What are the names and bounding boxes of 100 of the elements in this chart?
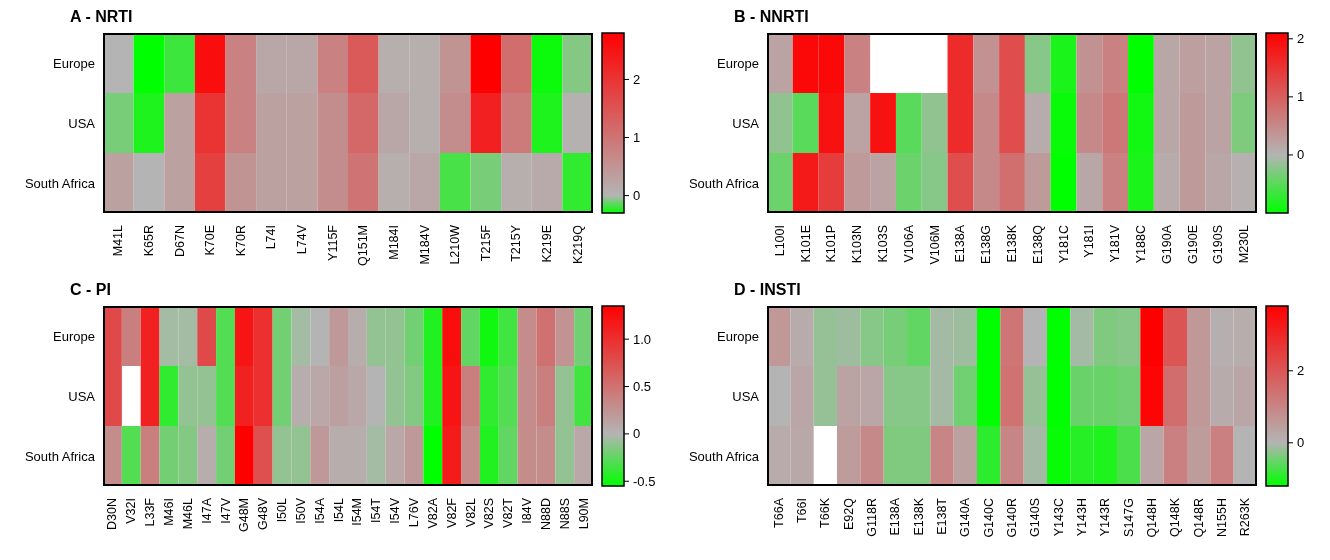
x-tick-label: I84V <box>520 497 535 524</box>
y-tick-label: Europe <box>717 328 759 344</box>
x-tick-label: L74V <box>295 224 310 255</box>
x-tick-label: Y143H <box>1075 498 1089 537</box>
color-bar-label: 0 <box>1297 435 1305 451</box>
x-tick-label: L90M <box>576 498 591 530</box>
color-bar-label: 2 <box>633 71 641 87</box>
x-tick-label: K101E <box>798 225 813 263</box>
x-tick-label: G140A <box>958 497 973 537</box>
y-tick-label: USA <box>68 115 96 131</box>
x-tick-label: Y143R <box>1098 498 1113 537</box>
color-bar-label: 0 <box>1297 147 1305 163</box>
x-tick-label: I50L <box>275 497 290 523</box>
y-tick-label: Europe <box>53 55 95 71</box>
y-tick-label: Europe <box>717 55 759 71</box>
x-tick-label: I54A <box>312 497 327 524</box>
x-tick-label: D30N <box>105 498 120 530</box>
x-tick-label: I54L <box>331 497 346 523</box>
x-tick-label: Q151M <box>356 225 371 266</box>
x-tick-label: V82L <box>463 497 478 528</box>
x-tick-label: K70E <box>203 225 218 256</box>
x-tick-label: V82F <box>444 497 459 528</box>
y-tick-label: South Africa <box>24 175 96 191</box>
x-tick-label: Y188C <box>1133 225 1148 264</box>
x-tick-label: G140R <box>1005 498 1019 538</box>
chart-title: C - PI <box>69 281 112 300</box>
x-tick-label: L210W <box>448 224 463 265</box>
x-tick-label: E138K <box>1005 224 1019 263</box>
x-tick-label: V82S <box>482 498 497 529</box>
x-tick-label: E138Q <box>1030 224 1045 264</box>
x-tick-label: G48M <box>237 498 252 533</box>
x-tick-label: I47V <box>218 497 233 524</box>
x-tick-label: K219Q <box>570 224 585 264</box>
chart-title: B - NNRTI <box>733 8 810 27</box>
chart-title: D - INSTI <box>733 281 802 300</box>
x-tick-label: Q148R <box>1191 498 1206 538</box>
x-tick-label: K103N <box>850 225 865 264</box>
x-tick-label: E138T <box>935 497 949 535</box>
x-tick-label: V106M <box>927 225 942 265</box>
y-tick-label: South Africa <box>688 448 760 464</box>
color-bar-label: 0 <box>633 188 641 204</box>
x-tick-label: Y181C <box>1056 225 1071 264</box>
x-tick-label: S147G <box>1121 498 1136 537</box>
x-tick-label: I54T <box>369 497 384 524</box>
y-tick-label: USA <box>732 115 760 131</box>
color-bar-label: 1.0 <box>633 331 652 347</box>
x-tick-label: K65R <box>141 225 156 257</box>
x-tick-label: M41L <box>111 224 126 257</box>
y-tick-label: South Africa <box>688 175 760 191</box>
x-tick-label: I47A <box>199 497 214 524</box>
x-tick-label: T66K <box>818 497 833 528</box>
x-tick-label: Q148K <box>1168 497 1183 537</box>
color-bar-label: 1 <box>633 130 641 146</box>
x-tick-label: V32I <box>124 498 139 524</box>
x-tick-label: G118R <box>865 498 879 537</box>
x-tick-label: Y115F <box>325 224 340 261</box>
x-tick-label: V82A <box>425 497 440 529</box>
x-tick-label: T66A <box>771 497 786 528</box>
color-bar-label: 2 <box>1297 363 1305 379</box>
y-tick-label: USA <box>68 388 96 404</box>
x-tick-label: I50V <box>293 497 308 524</box>
y-tick-label: USA <box>732 388 760 404</box>
x-tick-label: Y143C <box>1051 498 1066 537</box>
x-tick-label: G190S <box>1211 225 1226 264</box>
x-tick-label: E138A <box>888 497 903 536</box>
x-tick-label: N88S <box>557 498 572 530</box>
x-tick-label: E92Q <box>841 497 856 530</box>
x-tick-label: E138A <box>953 224 968 263</box>
x-tick-label: R263K <box>1238 497 1253 537</box>
color-bar-label: 0.5 <box>633 379 652 395</box>
x-tick-label: T66I <box>795 498 809 524</box>
x-tick-label: K101P <box>824 225 839 263</box>
x-tick-label: G190E <box>1185 225 1200 264</box>
x-tick-label: V106A <box>901 224 916 263</box>
x-tick-label: G140C <box>981 498 996 538</box>
y-tick-label: Europe <box>53 328 95 344</box>
x-tick-label: G190A <box>1159 224 1174 264</box>
x-tick-label: L76V <box>406 497 421 528</box>
x-tick-label: L74I <box>264 225 279 250</box>
x-tick-label: T215Y <box>509 224 524 262</box>
x-tick-label: N155H <box>1215 498 1229 537</box>
x-tick-label: I54M <box>350 498 365 526</box>
x-tick-label: K103S <box>876 225 891 263</box>
x-tick-label: Q148H <box>1145 498 1159 538</box>
x-tick-label: M46L <box>180 497 195 530</box>
color-bar-label: -0.5 <box>633 473 656 489</box>
color-bar-label: 0 <box>633 426 641 442</box>
x-tick-label: Y181I <box>1082 225 1097 258</box>
x-tick-label: I54V <box>388 497 403 524</box>
x-tick-label: G48V <box>256 497 271 530</box>
x-tick-label: G140S <box>1028 498 1043 537</box>
x-tick-label: M46I <box>161 498 176 526</box>
x-tick-label: T215F <box>478 224 493 262</box>
color-bar-label: 2 <box>1297 31 1305 47</box>
x-tick-label: M230L <box>1237 224 1252 264</box>
x-tick-label: V82T <box>501 497 516 528</box>
x-tick-label: D67N <box>172 225 187 257</box>
x-tick-label: K219E <box>540 225 555 263</box>
color-bar-label: 1 <box>1297 89 1305 105</box>
chart-title: A - NRTI <box>69 8 134 27</box>
